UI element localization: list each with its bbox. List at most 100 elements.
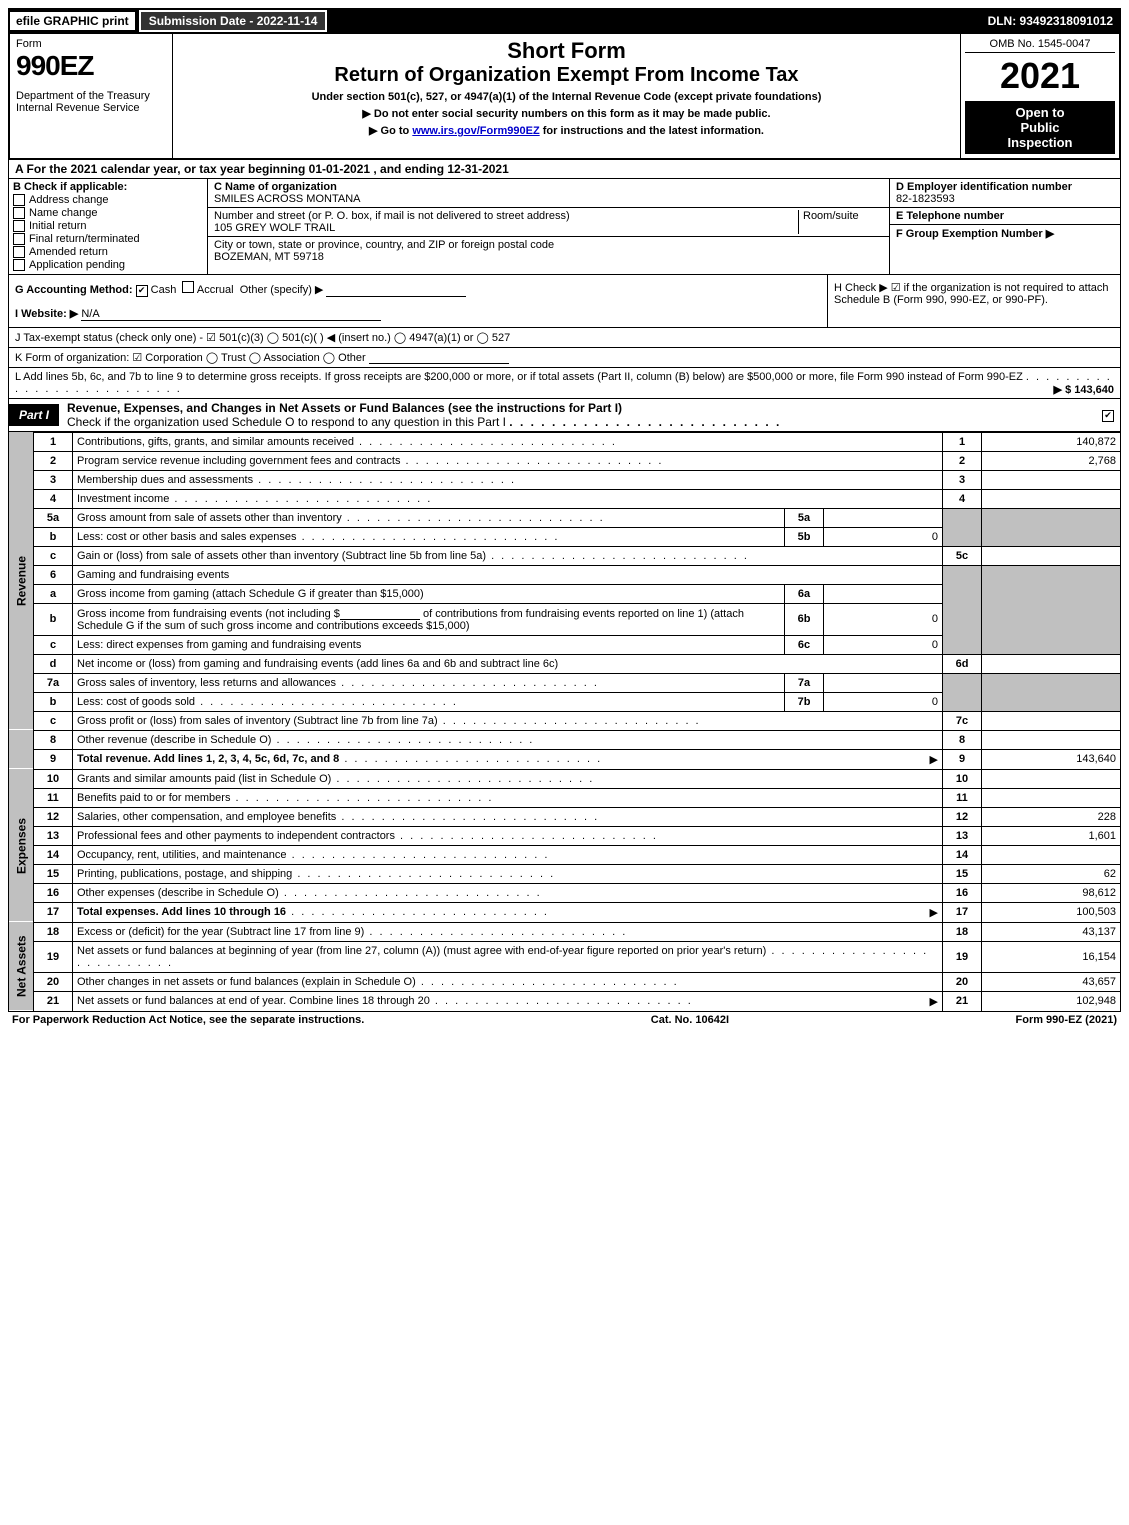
b-amended[interactable]: Amended return [13,246,203,258]
amt-3 [982,470,1121,489]
rn-16: 16 [943,883,982,902]
il-7a: 7a [785,673,824,692]
rn-9: 9 [943,749,982,769]
amt-10 [982,769,1121,788]
il-6a: 6a [785,584,824,603]
ln-7a: 7a [34,673,73,692]
header-right: OMB No. 1545-0047 2021 Open to Public In… [960,34,1119,158]
amt-5c [982,546,1121,565]
c-city-label: City or town, state or province, country… [214,239,883,251]
c-street-row: Number and street (or P. O. box, if mail… [208,208,889,237]
desc-6d: Net income or (loss) from gaming and fun… [73,654,943,673]
part1-label: Part I [9,404,59,426]
desc-3: Membership dues and assessments [73,470,943,489]
part1-check-text: Check if the organization used Schedule … [67,415,506,429]
g-cash: Cash [151,284,177,296]
section-l: L Add lines 5b, 6c, and 7b to line 9 to … [8,368,1121,399]
section-g-i: G Accounting Method: Cash Accrual Other … [9,275,827,327]
part1-checkbox[interactable] [1096,405,1120,424]
ln-5c: c [34,546,73,565]
b-name-change[interactable]: Name change [13,207,203,219]
goto-post: for instructions and the latest informat… [543,125,764,137]
ln-3: 3 [34,470,73,489]
dept: Department of the Treasury [16,90,166,102]
part1-title-text: Revenue, Expenses, and Changes in Net As… [67,401,622,415]
rn-10: 10 [943,769,982,788]
revenue-sidebar-cont [9,730,34,769]
c-name-row: C Name of organization SMILES ACROSS MON… [208,179,889,208]
org-city: BOZEMAN, MT 59718 [214,251,883,263]
desc-21: Net assets or fund balances at end of ye… [73,991,943,1011]
ln-2: 2 [34,451,73,470]
b-app-pending[interactable]: Application pending [13,259,203,271]
g-row: G Accounting Method: Cash Accrual Other … [15,281,821,297]
amt-19: 16,154 [982,941,1121,972]
rn-4: 4 [943,489,982,508]
desc-7c: Gross profit or (loss) from sales of inv… [73,711,943,730]
ln-6: 6 [34,565,73,584]
rn-12: 12 [943,807,982,826]
section-h: H Check ▶ ☑ if the organization is not r… [827,275,1120,327]
desc-10: Grants and similar amounts paid (list in… [73,769,943,788]
desc-8: Other revenue (describe in Schedule O) [73,730,943,749]
section-j: J Tax-exempt status (check only one) - ☑… [8,328,1121,348]
iv-6b: 0 [824,603,943,635]
desc-6b: Gross income from fundraising events (no… [73,603,785,635]
tax-year: 2021 [965,55,1115,97]
amt-6d [982,654,1121,673]
b-address-change-label: Address change [29,194,109,206]
part1-dots [509,415,781,429]
ln-7b: b [34,692,73,711]
desc-9: Total revenue. Add lines 1, 2, 3, 4, 5c,… [73,749,943,769]
k-other-fill[interactable] [369,351,509,364]
ssn-note: ▶ Do not enter social security numbers o… [177,107,956,120]
irs-link[interactable]: www.irs.gov/Form990EZ [412,125,539,137]
amt-16: 98,612 [982,883,1121,902]
b-final-return-label: Final return/terminated [29,233,140,245]
iv-7b: 0 [824,692,943,711]
ln-18: 18 [34,922,73,941]
rn-7c: 7c [943,711,982,730]
amt-21: 102,948 [982,991,1121,1011]
c-city-row: City or town, state or province, country… [208,237,889,265]
ln-13: 13 [34,826,73,845]
form-header: Form 990EZ Department of the Treasury In… [8,34,1121,160]
desc-12: Salaries, other compensation, and employ… [73,807,943,826]
ln-14: 14 [34,845,73,864]
amt-8 [982,730,1121,749]
rn-6d: 6d [943,654,982,673]
amt-1: 140,872 [982,432,1121,451]
info-block: B Check if applicable: Address change Na… [8,179,1121,275]
ln-6c: c [34,635,73,654]
room-suite-label: Room/suite [798,210,883,234]
desc-4: Investment income [73,489,943,508]
form-word: Form [16,38,166,50]
omb: OMB No. 1545-0047 [965,38,1115,53]
ln-5a: 5a [34,508,73,527]
il-7b: 7b [785,692,824,711]
b-final-return[interactable]: Final return/terminated [13,233,203,245]
amt-13: 1,601 [982,826,1121,845]
ln-12: 12 [34,807,73,826]
b-initial-return-label: Initial return [29,220,86,232]
l-text: L Add lines 5b, 6c, and 7b to line 9 to … [15,371,1023,383]
c-street-label: Number and street (or P. O. box, if mail… [214,210,570,222]
ln-10: 10 [34,769,73,788]
rn-14: 14 [943,845,982,864]
goto-note: ▶ Go to www.irs.gov/Form990EZ for instru… [177,124,956,137]
g-accrual-check[interactable] [182,281,194,293]
section-a: A For the 2021 calendar year, or tax yea… [8,160,1121,179]
desc-20: Other changes in net assets or fund bala… [73,972,943,991]
b-initial-return[interactable]: Initial return [13,220,203,232]
g-other-fill[interactable] [326,284,466,297]
rn-3: 3 [943,470,982,489]
desc-5a: Gross amount from sale of assets other t… [73,508,785,527]
amt-15: 62 [982,864,1121,883]
g-cash-check[interactable] [136,285,148,297]
amt-12: 228 [982,807,1121,826]
b-address-change[interactable]: Address change [13,194,203,206]
ln-11: 11 [34,788,73,807]
iv-6a [824,584,943,603]
ln-16: 16 [34,883,73,902]
ln-20: 20 [34,972,73,991]
